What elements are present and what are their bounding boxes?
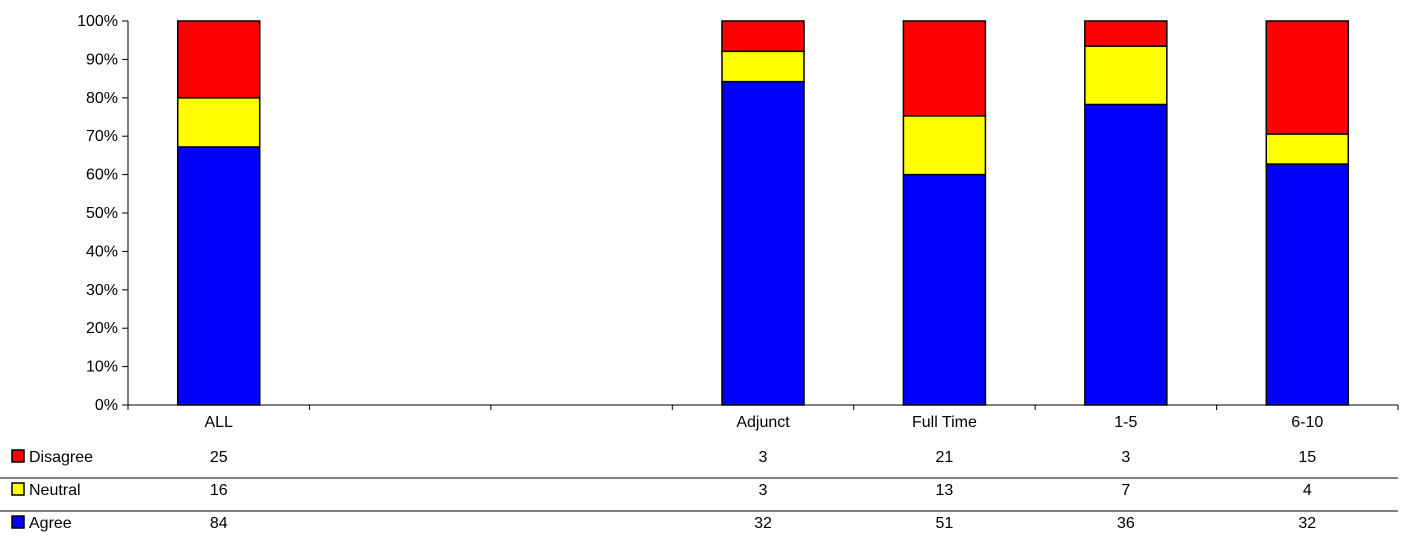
bar-segment-neutral-6-10 (1265, 133, 1350, 165)
data-table-value: 7 (1121, 482, 1130, 499)
legend-swatch-disagree (11, 449, 25, 463)
x-tick-label: 1-5 (1114, 414, 1137, 431)
legend-label-disagree: Disagree (29, 449, 93, 466)
y-tick-label: 90% (86, 51, 118, 68)
legend-label-neutral: Neutral (29, 482, 81, 499)
x-axis: ALL Adjunct Full Time 1-5 6-10 (127, 404, 1399, 431)
x-tick-label: 6-10 (1291, 414, 1323, 431)
data-table-value: 21 (936, 449, 954, 466)
bar-segment-agree-full-time (902, 173, 987, 406)
data-table-value: 3 (1121, 449, 1130, 466)
x-tick-label: Full Time (912, 414, 977, 431)
bar-segment-neutral-all (176, 97, 261, 148)
data-table-value: 84 (210, 515, 228, 532)
data-table: Disagree 25 3 21 3 15 Neutral 16 3 13 7 4 Agree 84 32 5… (0, 449, 1398, 532)
data-table-value: 4 (1303, 482, 1312, 499)
legend-swatch-neutral (11, 482, 25, 496)
data-table-value: 25 (210, 449, 228, 466)
data-table-value: 3 (759, 482, 768, 499)
y-tick-label: 10% (86, 359, 118, 376)
legend-label-agree: Agree (29, 515, 72, 532)
bar-segment-disagree-1-5 (1084, 20, 1168, 47)
bar-segment-agree-6-10 (1265, 163, 1350, 406)
data-table-value: 15 (1298, 449, 1316, 466)
x-tick-label: ALL (204, 414, 233, 431)
y-tick-label: 0% (95, 397, 118, 414)
y-tick-label: 70% (86, 128, 118, 145)
data-table-value: 3 (759, 449, 768, 466)
bar-segment-disagree-full-time (902, 20, 987, 117)
data-table-value: 32 (754, 515, 772, 532)
y-tick-label: 40% (86, 243, 118, 260)
y-axis: 0% 10% 20% 30% 40% 50% 60% 70% 80% 90% 100% (77, 13, 129, 414)
legend-swatch-agree (11, 515, 25, 529)
y-tick-label: 30% (86, 282, 118, 299)
y-tick-label: 50% (86, 205, 118, 222)
bar-segment-neutral-full-time (902, 115, 987, 176)
bar-segment-disagree-6-10 (1265, 20, 1350, 135)
data-table-value: 51 (936, 515, 954, 532)
y-tick-label: 80% (86, 90, 118, 107)
data-table-value: 36 (1117, 515, 1135, 532)
data-table-value: 16 (210, 482, 228, 499)
x-tick-label: Adjunct (736, 414, 790, 431)
data-table-value: 13 (936, 482, 954, 499)
y-tick-label: 100% (77, 13, 118, 30)
bar-segment-agree-adjunct (721, 80, 805, 406)
y-tick-label: 60% (86, 167, 118, 184)
bars (176, 20, 1350, 406)
bar-segment-disagree-adjunct (721, 20, 805, 53)
data-table-value: 32 (1298, 515, 1316, 532)
bar-segment-neutral-1-5 (1084, 45, 1168, 106)
bar-segment-neutral-adjunct (721, 50, 805, 83)
bar-segment-disagree-all (176, 20, 261, 99)
bar-segment-agree-1-5 (1084, 103, 1168, 406)
bar-segment-agree-all (176, 146, 261, 406)
y-tick-label: 20% (86, 320, 118, 337)
